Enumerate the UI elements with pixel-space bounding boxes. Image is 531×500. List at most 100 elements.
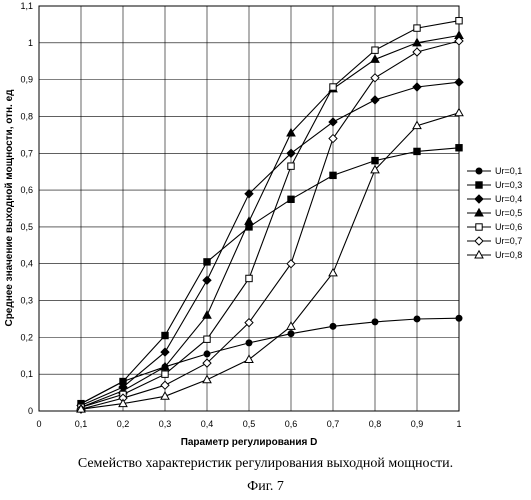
series-line [80, 81, 460, 407]
legend-label: Ur=0,3 [495, 180, 522, 190]
legend-item: Ur=0,1 [467, 166, 522, 176]
x-tick-label: 0,7 [327, 419, 340, 429]
series-line [80, 20, 460, 408]
data-point [413, 147, 421, 156]
legend-item: Ur=0,5 [467, 207, 522, 218]
legend-marker [474, 194, 484, 204]
x-tick-label: 0 [36, 419, 41, 429]
data-point [454, 107, 464, 117]
data-point [202, 374, 212, 384]
data-point [287, 162, 295, 170]
data-point [203, 258, 211, 266]
data-point [118, 398, 128, 408]
y-tick-label: 0,2 [20, 332, 33, 342]
y-tick-label: 0,3 [20, 296, 33, 306]
legend-marker [475, 181, 483, 189]
data-point [160, 347, 170, 357]
data-point [161, 370, 169, 378]
data-point [370, 73, 380, 83]
data-point [286, 148, 296, 158]
y-tick-label: 0,5 [20, 222, 33, 232]
data-point [202, 358, 212, 368]
y-tick-label: 0,6 [20, 185, 33, 195]
data-point [370, 164, 380, 174]
series-3 [76, 77, 464, 411]
x-axis-title: Параметр регулирования D [181, 437, 318, 448]
legend-label: Ur=0,1 [495, 166, 522, 176]
legend-marker [475, 167, 483, 175]
legend-marker [474, 236, 484, 246]
data-point [370, 54, 380, 63]
legend-label: Ur=0,4 [495, 194, 522, 204]
data-point [371, 318, 379, 326]
data-point [286, 259, 296, 269]
series-6 [76, 36, 464, 414]
data-point [160, 361, 170, 371]
data-point [412, 37, 422, 47]
x-tick-labels: 0 0,1 0,2 0,3 0,4 0,5 0,6 0,7 0,8 0,9 1 [36, 419, 461, 429]
x-tick-label: 0,5 [243, 419, 256, 429]
data-point [455, 17, 463, 25]
legend-label: Ur=0,8 [495, 250, 522, 260]
data-point [412, 82, 422, 92]
data-point [244, 216, 254, 225]
data-point [287, 195, 295, 203]
data-point [329, 83, 337, 91]
y-tick-label: 0,4 [20, 259, 33, 269]
series-line [80, 147, 460, 405]
y-tick-label: 0,9 [20, 75, 33, 85]
legend-item: Ur=0,4 [467, 194, 522, 204]
series-line [80, 40, 460, 410]
data-point [287, 330, 295, 338]
data-point [371, 46, 379, 54]
data-point [76, 403, 86, 413]
legend-marker [475, 223, 483, 231]
legend-label: Ur=0,7 [495, 236, 522, 246]
data-point [454, 77, 464, 87]
legend-label: Ur=0,6 [495, 222, 522, 232]
x-tick-label: 0,1 [75, 419, 88, 429]
y-tick-label: 0,1 [20, 369, 33, 379]
x-tick-label: 1 [456, 419, 461, 429]
data-point [412, 47, 422, 57]
series-7 [76, 107, 464, 413]
legend-marker [474, 249, 484, 259]
x-tick-label: 0,8 [369, 419, 382, 429]
x-tick-label: 0,6 [285, 419, 298, 429]
data-point [413, 24, 421, 32]
x-tick-label: 0,9 [411, 419, 424, 429]
data-point [328, 267, 338, 277]
data-point [203, 350, 211, 358]
data-point [244, 354, 254, 363]
data-point [244, 317, 254, 328]
series-5 [77, 17, 463, 412]
legend: Ur=0,1 Ur=0,3 Ur=0,4 Ur=0,5 Ur=0,6 Ur=0,7 Ur=0… [467, 166, 522, 260]
legend-item: Ur=0,7 [467, 236, 522, 246]
data-point [328, 117, 338, 127]
y-tick-label: 0,7 [20, 148, 33, 158]
x-tick-label: 0,4 [201, 419, 214, 429]
grid-lines [39, 6, 459, 411]
y-tick-labels: 0 0,1 0,2 0,3 0,4 0,5 0,6 0,7 0,8 0,9 1 1,1 [20, 1, 33, 416]
data-point [370, 95, 380, 105]
plot-frame [38, 5, 460, 412]
series-line [80, 317, 460, 405]
series-1 [77, 314, 463, 408]
data-point [244, 189, 254, 199]
data-point [328, 133, 338, 144]
series-line [80, 112, 460, 410]
series-line [80, 34, 460, 408]
legend-item: Ur=0,6 [467, 222, 522, 232]
legend-item: Ur=0,8 [467, 249, 522, 260]
data-point [203, 335, 211, 343]
data-point [329, 322, 337, 330]
data-point [454, 36, 464, 46]
data-point [412, 120, 422, 130]
series-2 [77, 144, 463, 408]
x-tick-label: 0,2 [117, 419, 130, 429]
legend-marker [474, 207, 484, 217]
x-tick-label: 0,3 [159, 419, 172, 429]
data-point [413, 315, 421, 323]
y-tick-label: 1,1 [20, 1, 33, 11]
y-axis-title: Среднее значение выходной мощности, отн.… [4, 89, 15, 327]
